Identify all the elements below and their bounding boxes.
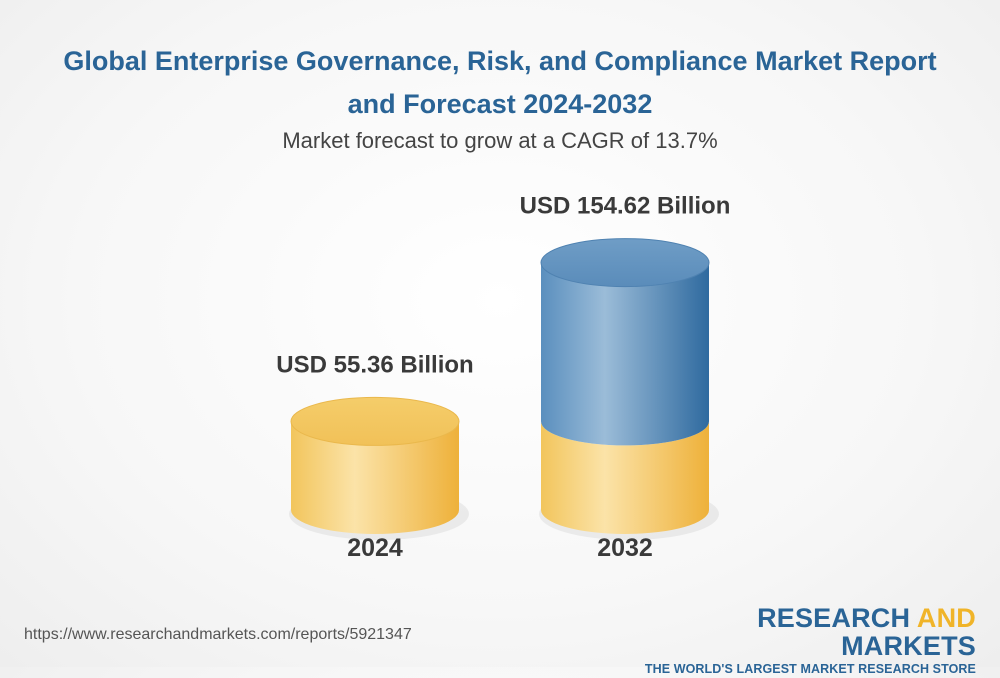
cylinder-bar-2032 [539, 238, 719, 540]
cylinder-top-cap [540, 238, 710, 288]
brand-tagline: THE WORLD'S LARGEST MARKET RESEARCH STOR… [644, 662, 976, 676]
cylinder-top-cap [290, 396, 460, 446]
category-label: 2032 [597, 534, 653, 562]
base-segment [291, 421, 459, 534]
category-label: 2024 [347, 534, 403, 562]
value-label: USD 55.36 Billion [276, 351, 473, 378]
chart-subtitle: Market forecast to grow at a CAGR of 13.… [282, 128, 718, 153]
report-url[interactable]: https://www.researchandmarkets.com/repor… [24, 626, 412, 643]
chart-title: Global Enterprise Governance, Risk, and … [63, 46, 937, 119]
base-segment [541, 421, 709, 534]
brand-wordmark: RESEARCH AND MARKETS [636, 604, 976, 660]
brand-word-research: RESEARCH [757, 603, 911, 633]
value-label: USD 154.62 Billion [520, 193, 731, 220]
brand-word-and: AND [916, 603, 976, 633]
growth-segment [541, 262, 709, 446]
cylinder-bar-2024 [289, 396, 469, 540]
brand-word-markets: MARKETS [841, 631, 976, 661]
